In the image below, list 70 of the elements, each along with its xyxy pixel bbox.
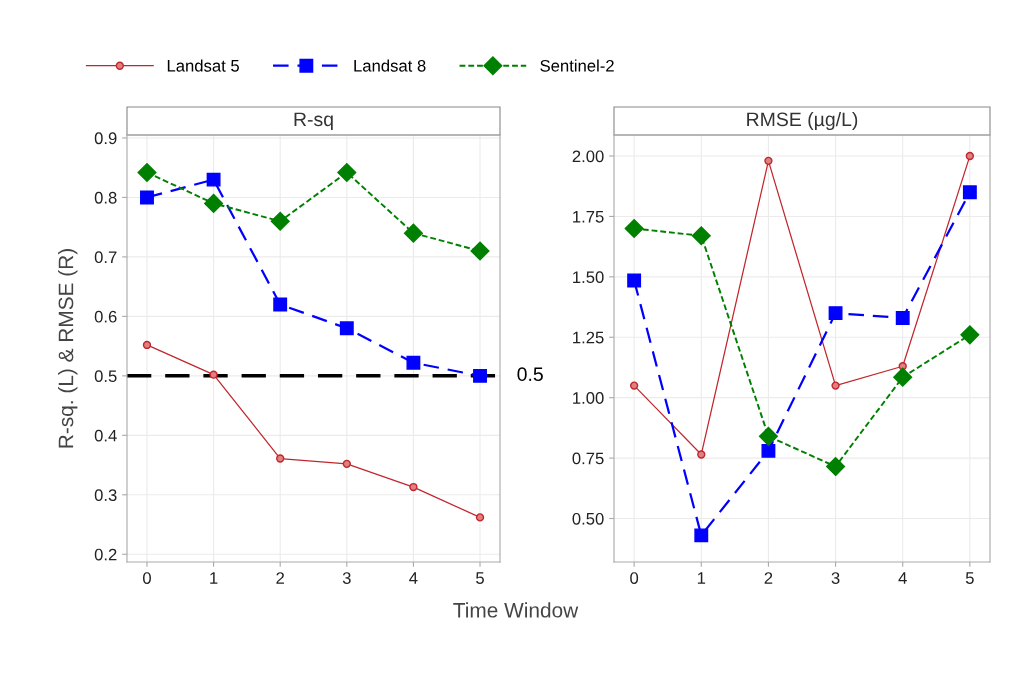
point: [409, 482, 418, 492]
point: [960, 325, 980, 345]
y-tick-label: 1.75: [573, 211, 604, 223]
y-tick-label: 1.00: [573, 392, 604, 404]
chart-title: RMSE (µg/L): [747, 111, 858, 131]
x-tick-label: 4: [409, 572, 418, 584]
y-tick-label: 2.00: [572, 150, 604, 163]
point: [406, 355, 421, 370]
point: [204, 193, 224, 213]
y-tick-label: 0.6: [94, 310, 117, 323]
point: [140, 190, 154, 205]
point: [697, 450, 706, 459]
point: [764, 156, 773, 166]
point: [137, 162, 157, 183]
point: [270, 211, 290, 231]
y-tick-label: 0.3: [94, 489, 117, 501]
point: [337, 162, 357, 183]
point: [831, 381, 840, 390]
point: [624, 218, 644, 239]
x-tick-label: 3: [831, 572, 840, 584]
y-axis-title: R-sq. (L) & RMSE (R): [58, 249, 78, 448]
point: [342, 459, 351, 469]
y-tick-label: 0.8: [94, 191, 117, 204]
y-tick-label: 0.2: [94, 548, 117, 561]
point: [895, 310, 910, 325]
point: [629, 381, 639, 390]
legend-label: Landsat 5: [167, 59, 239, 72]
y-tick-label: 0.7: [94, 251, 117, 264]
chart-title: R-sq: [294, 112, 333, 131]
point: [893, 367, 913, 387]
y-tick-label: 0.9: [94, 132, 117, 145]
legend-label: Sentinel-2: [540, 59, 614, 72]
y-tick-label: 0.4: [94, 429, 117, 442]
point: [475, 513, 485, 522]
y-tick-label: 1.25: [573, 331, 604, 344]
legend-label: Landsat 8: [354, 59, 426, 72]
x-axis-title: Time Window: [453, 602, 579, 618]
x-tick-label: 3: [342, 572, 351, 584]
point: [403, 223, 423, 243]
point: [691, 226, 711, 246]
y-tick-label: 1.50: [573, 271, 604, 284]
x-tick-label: 0: [143, 572, 151, 584]
point: [142, 340, 152, 350]
point: [276, 454, 285, 463]
point: [473, 368, 487, 383]
x-tick-label: 1: [697, 572, 706, 584]
y-tick-label: 0.75: [572, 452, 604, 465]
point: [761, 443, 776, 458]
x-tick-label: 5: [476, 572, 484, 584]
x-tick-label: 0: [630, 572, 639, 584]
point: [206, 172, 221, 187]
x-tick-label: 5: [965, 572, 974, 584]
y-tick-label: 0.5: [94, 370, 117, 383]
point: [962, 185, 977, 200]
point: [470, 241, 490, 261]
x-tick-label: 2: [276, 572, 284, 584]
x-tick-label: 1: [210, 572, 218, 584]
point: [828, 306, 843, 321]
point: [694, 528, 709, 543]
x-tick-label: 4: [898, 572, 907, 584]
point: [627, 273, 642, 288]
y-tick-label: 0.50: [572, 512, 604, 525]
point: [273, 297, 288, 312]
point: [965, 151, 975, 161]
x-tick-label: 2: [764, 572, 773, 584]
point: [758, 426, 778, 446]
point: [209, 370, 218, 379]
point: [339, 321, 354, 336]
point: [826, 457, 846, 477]
ref-line-label: 0.5: [517, 367, 543, 382]
